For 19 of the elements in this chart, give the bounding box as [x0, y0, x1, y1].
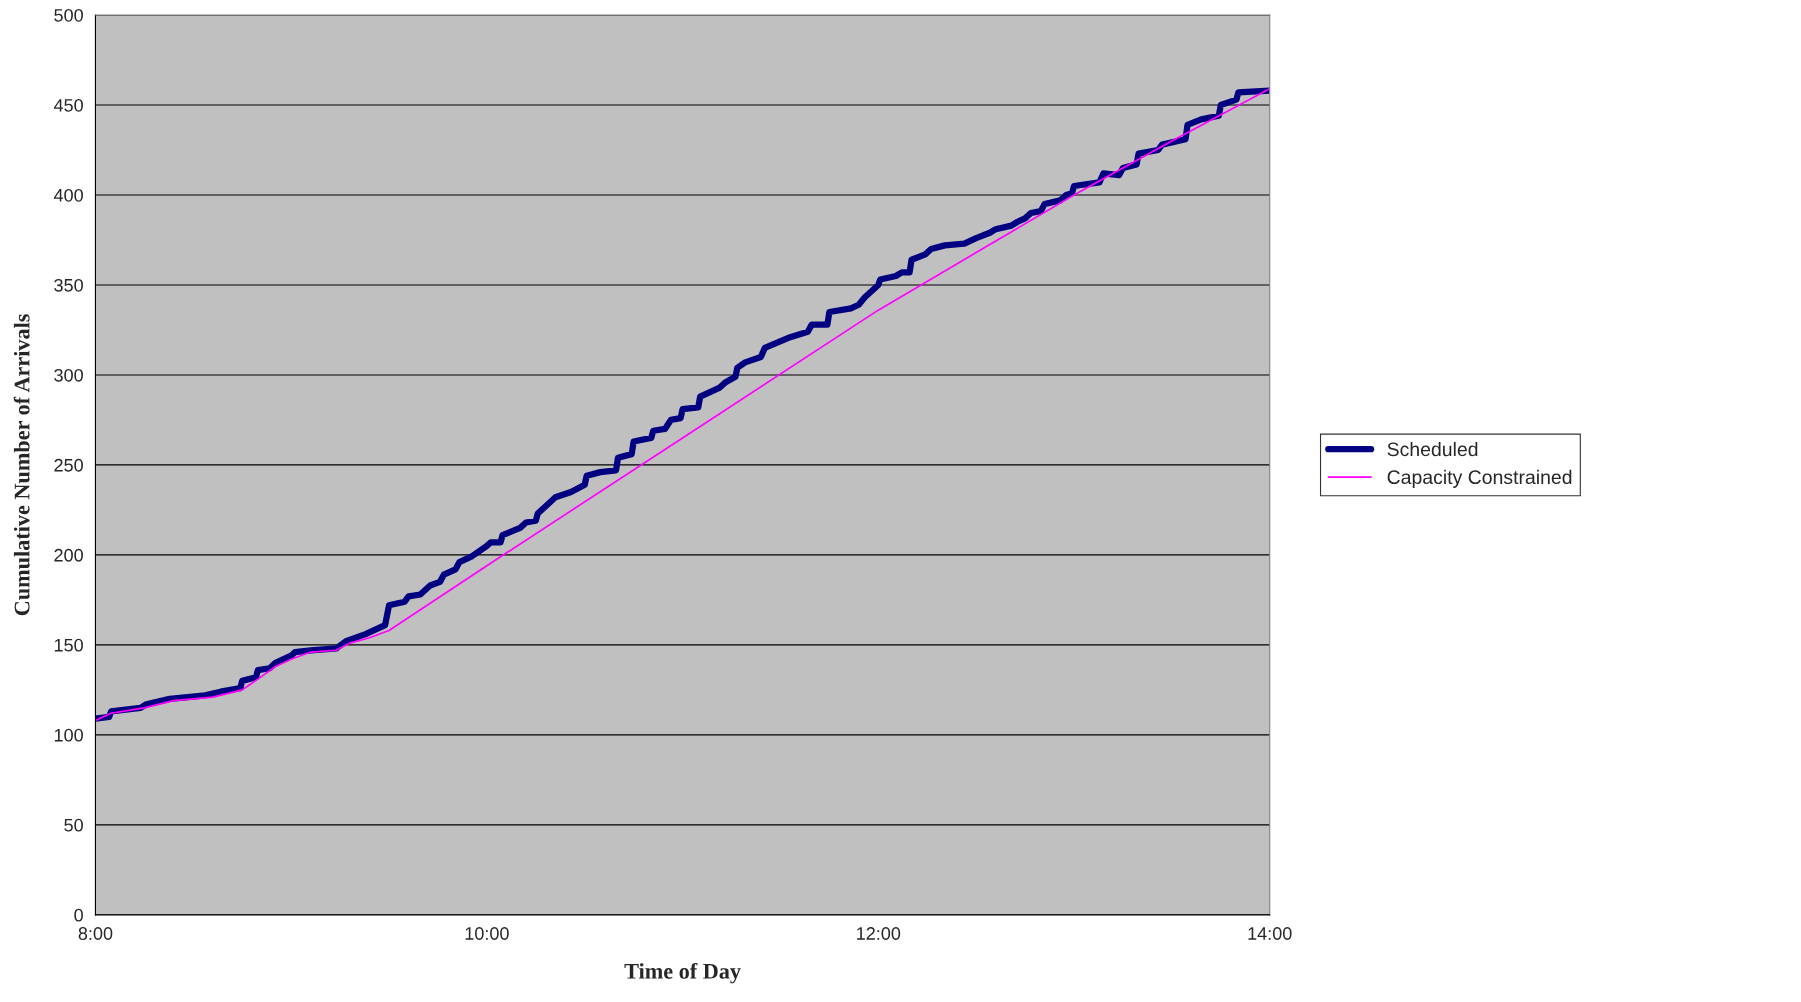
y-tick-label: 100 [54, 728, 83, 742]
y-tick-label: 200 [54, 548, 83, 562]
y-tick-label: 0 [74, 908, 83, 922]
y-tick-label: 350 [54, 278, 83, 292]
y-tick-label: 500 [54, 8, 83, 22]
y-axis-title: Cumulative Number of Arrivals [13, 314, 30, 616]
legend-label: Capacity Constrained [1387, 469, 1572, 488]
y-tick-label: 250 [54, 458, 83, 472]
x-tick-label: 14:00 [1248, 927, 1292, 940]
x-tick-label: 8:00 [78, 927, 113, 940]
y-tick-label: 300 [54, 368, 83, 382]
legend-label: Scheduled [1387, 441, 1478, 457]
y-tick-label: 400 [53, 188, 83, 202]
y-tick-label: 150 [54, 638, 83, 652]
y-tick-label: 450 [53, 98, 83, 112]
x-axis-title: Time of Day [624, 962, 741, 984]
y-tick-label: 50 [64, 818, 83, 832]
x-tick-label: 12:00 [857, 927, 901, 940]
x-tick-label: 10:00 [465, 927, 509, 940]
